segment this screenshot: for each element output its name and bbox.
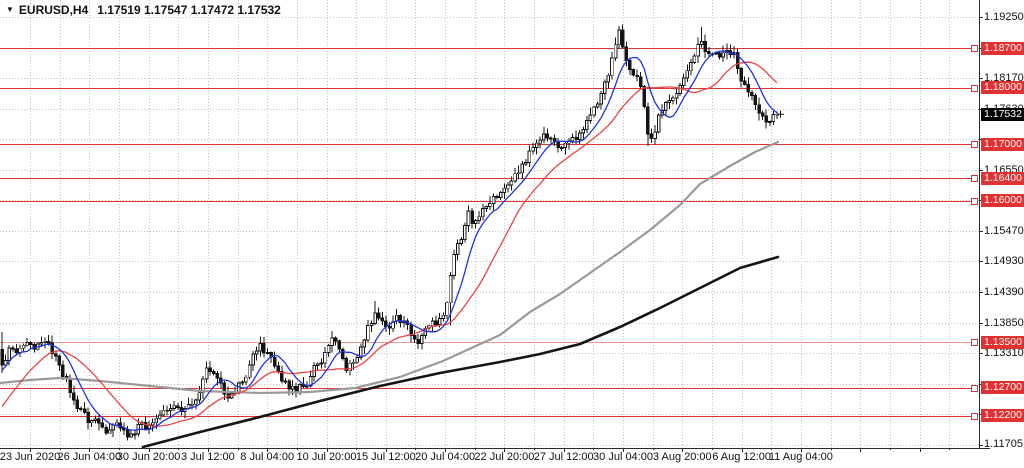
time-axis-label: 27 Jul 12:00 bbox=[533, 451, 594, 463]
time-axis-label: 20 Jul 04:00 bbox=[415, 451, 476, 463]
chart-title: ▼ EURUSD,H4 1.17519 1.17547 1.17472 1.1753… bbox=[6, 3, 281, 17]
price-tick-label: 1.14930 bbox=[984, 255, 1024, 268]
time-axis-label: 3 Jul 12:00 bbox=[180, 451, 235, 463]
price-level-lines[interactable] bbox=[0, 44, 979, 421]
time-axis-label: 10 Jul 20:00 bbox=[296, 451, 357, 463]
time-axis-label: 11 Aug 04:00 bbox=[768, 451, 833, 463]
level-handle-1.16000[interactable] bbox=[970, 197, 979, 206]
title-symbol: EURUSD,H4 bbox=[18, 3, 89, 17]
ma-black-line bbox=[141, 255, 780, 449]
price-level-badge[interactable]: 1.18000 bbox=[981, 81, 1024, 95]
axes bbox=[0, 0, 990, 452]
price-level-badge[interactable]: 1.13500 bbox=[981, 335, 1024, 349]
time-axis-label: 22 Jul 20:00 bbox=[474, 451, 535, 463]
price-level-badge[interactable]: 1.17000 bbox=[981, 137, 1024, 151]
price-tick-label: 1.11705 bbox=[984, 437, 1023, 450]
price-tick-label: 1.15470 bbox=[984, 224, 1024, 237]
price-tick-label: 1.13850 bbox=[984, 316, 1024, 329]
level-handle-1.18700[interactable] bbox=[970, 44, 979, 53]
price-level-badge[interactable]: 1.12700 bbox=[981, 381, 1024, 395]
price-tick-label: 1.19250 bbox=[984, 11, 1024, 23]
time-axis-label: 8 Jul 04:00 bbox=[240, 451, 295, 463]
ma-gray-line bbox=[0, 140, 780, 395]
level-handle-1.17000[interactable] bbox=[970, 140, 979, 149]
price-level-badge[interactable]: 1.16000 bbox=[981, 194, 1024, 208]
last-price-marker bbox=[777, 110, 784, 118]
time-axis-label: 30 Jun 20:00 bbox=[116, 451, 181, 463]
price-level-badge[interactable]: 1.16400 bbox=[981, 171, 1024, 185]
price-tick-label: 1.14390 bbox=[984, 286, 1024, 299]
price-level-badge[interactable]: 1.18700 bbox=[981, 41, 1024, 55]
time-axis-label: 30 Jul 04:00 bbox=[593, 451, 653, 463]
symbol-dropdown-icon[interactable]: ▼ bbox=[6, 5, 14, 14]
time-axis-label: 15 Jul 12:00 bbox=[355, 451, 416, 463]
ma-red-line bbox=[1, 61, 778, 428]
level-handle-1.16400[interactable] bbox=[970, 174, 979, 183]
price-level-badge[interactable]: 1.12200 bbox=[981, 409, 1024, 423]
price-tick-label: 1.13310 bbox=[984, 347, 1024, 360]
level-handle-1.12200[interactable] bbox=[970, 412, 979, 421]
time-axis-label: 26 Jun 04:00 bbox=[57, 451, 122, 463]
level-handle-1.18000[interactable] bbox=[970, 84, 979, 93]
time-axis-label: 3 Aug 20:00 bbox=[652, 451, 712, 463]
price-tick-label: 1.18170 bbox=[984, 72, 1024, 85]
current-price-badge: 1.17532 bbox=[981, 107, 1024, 121]
time-axis-label: 23 Jun 2020 bbox=[0, 451, 61, 463]
title-ohlc-values: 1.17519 1.17547 1.17472 1.17532 bbox=[97, 3, 281, 17]
ma-blue-line bbox=[1, 50, 778, 431]
level-handle-1.12700[interactable] bbox=[970, 384, 979, 393]
time-axis-label: 6 Aug 12:00 bbox=[712, 451, 771, 463]
level-handle-1.13500[interactable] bbox=[970, 338, 979, 347]
